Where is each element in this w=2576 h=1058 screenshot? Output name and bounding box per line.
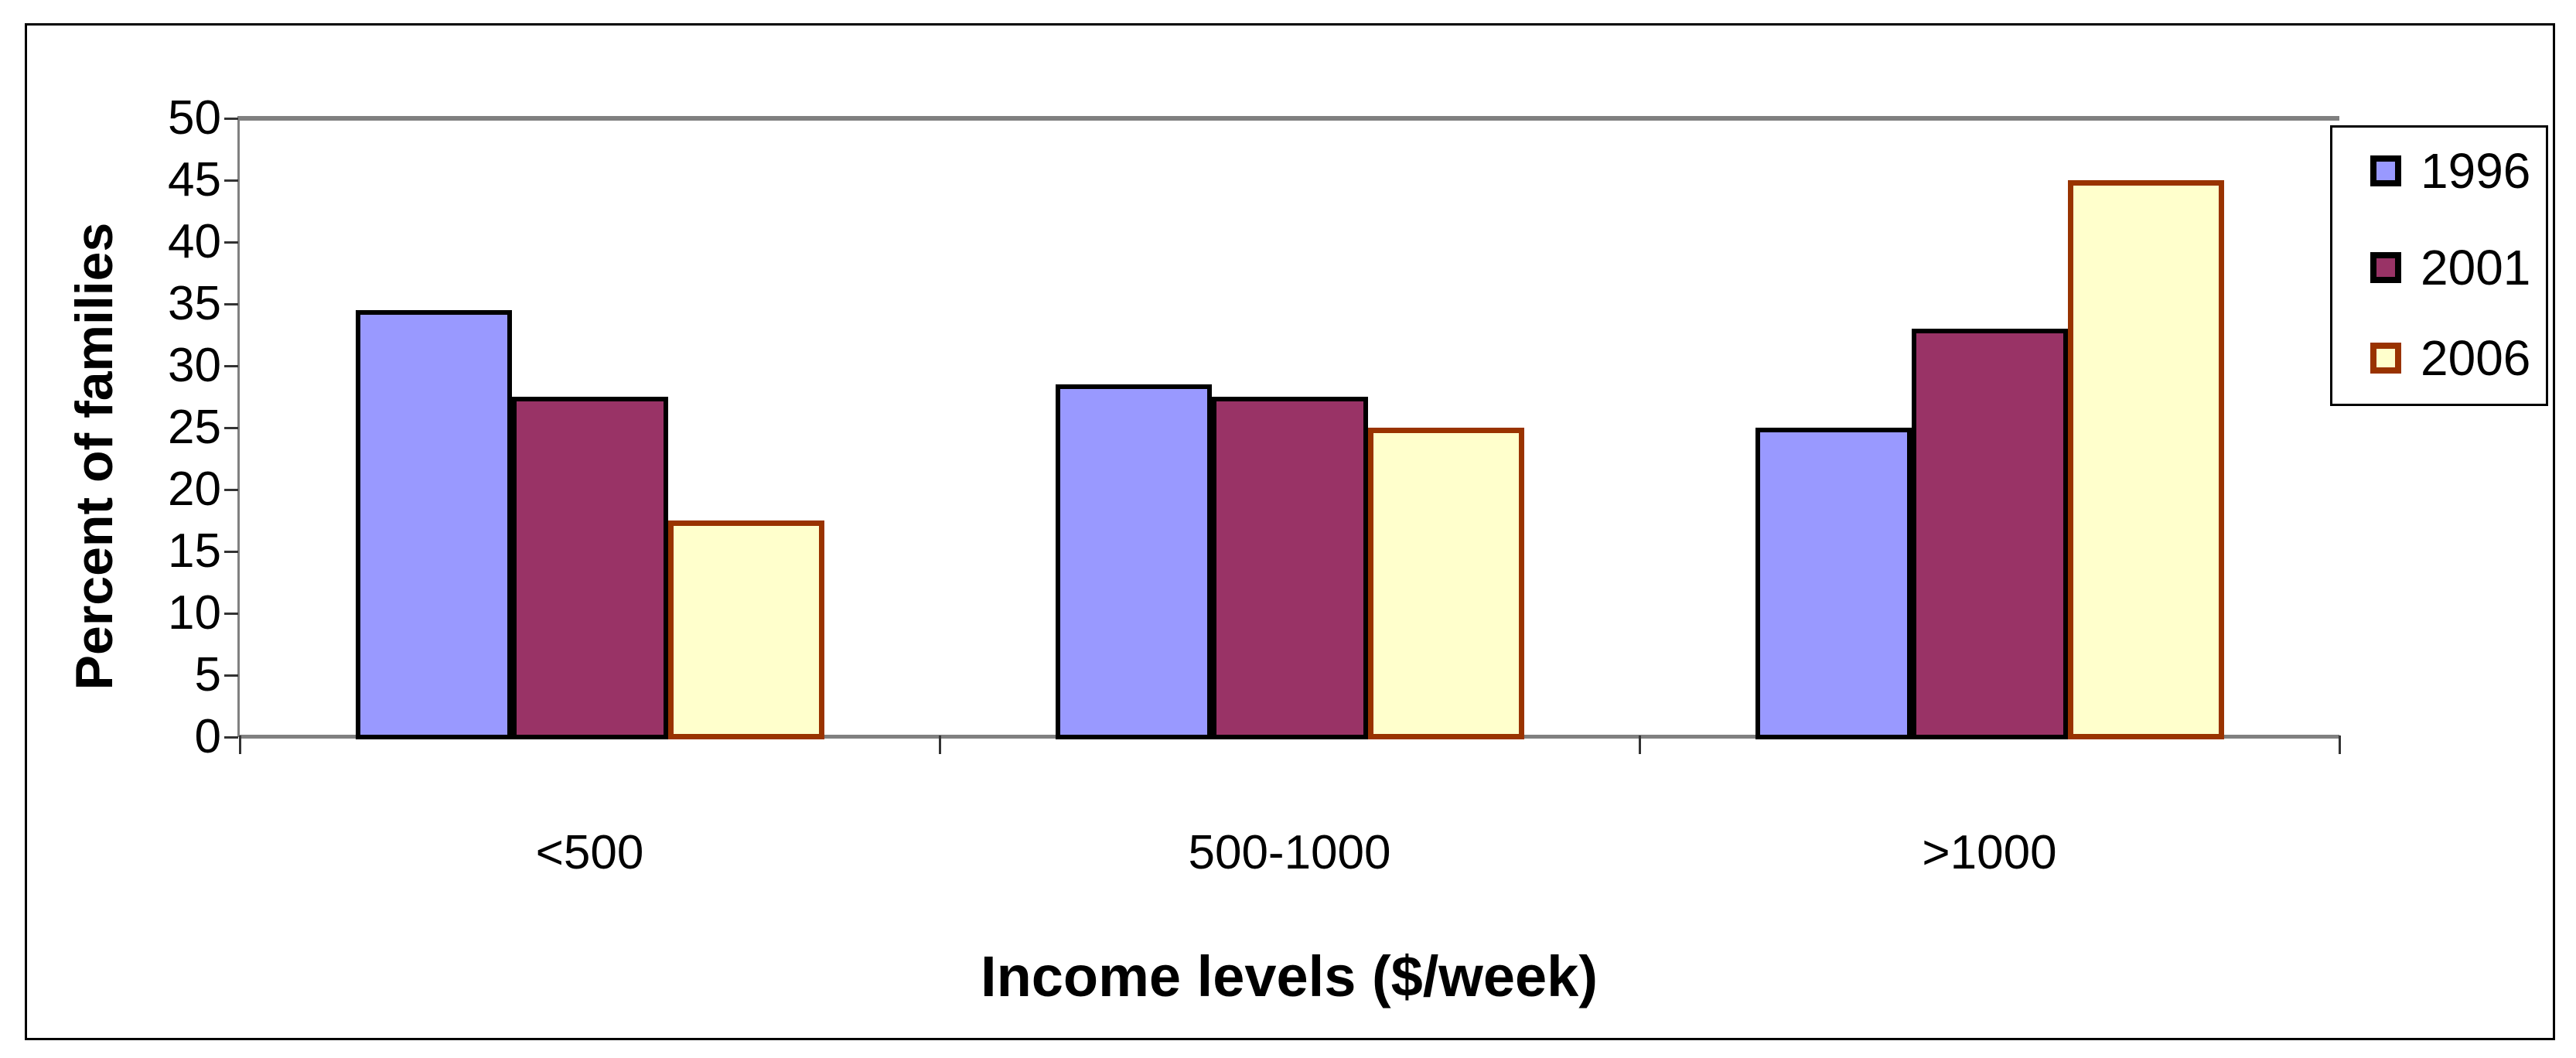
- x-axis-title: Income levels ($/week): [981, 944, 1598, 1009]
- y-tick-15: [224, 551, 238, 553]
- legend-swatch-2006: [2370, 343, 2401, 374]
- legend-swatch-1996: [2370, 155, 2401, 186]
- y-tick-45: [224, 179, 238, 182]
- y-tick-label-25: 25: [168, 401, 221, 454]
- bar-1996->1000: [1755, 428, 1912, 739]
- x-category-label-500-1000: 500-1000: [1188, 826, 1391, 879]
- bar-2001-<500: [511, 397, 668, 739]
- bar-2006->1000: [2067, 180, 2224, 739]
- y-tick-20: [224, 489, 238, 491]
- y-tick-label-5: 5: [194, 648, 221, 701]
- y-tick-25: [224, 427, 238, 429]
- bar-2001-500-1000: [1211, 397, 1368, 739]
- x-category-label-<500: <500: [535, 826, 644, 879]
- legend-box: 1996 2001 2006: [2330, 125, 2548, 406]
- x-category-label->1000: >1000: [1922, 826, 2057, 879]
- bar-1996-500-1000: [1055, 384, 1212, 739]
- y-tick-10: [224, 613, 238, 615]
- bar-2001->1000: [1911, 329, 2068, 739]
- bar-2006-500-1000: [1367, 428, 1524, 739]
- x-boundary-tick-3: [2339, 735, 2341, 754]
- y-axis-title: Percent of families: [65, 222, 124, 691]
- legend-label-2001: 2001: [2421, 240, 2531, 295]
- bar-1996-<500: [355, 310, 512, 739]
- legend-swatch-2001: [2370, 252, 2401, 283]
- y-tick-5: [224, 674, 238, 677]
- y-tick-label-10: 10: [168, 586, 221, 640]
- y-axis-line: [237, 116, 240, 737]
- y-tick-50: [224, 118, 238, 120]
- y-tick-label-35: 35: [168, 277, 221, 330]
- y-tick-label-0: 0: [194, 710, 221, 763]
- legend-label-1996: 1996: [2421, 143, 2531, 199]
- y-tick-label-20: 20: [168, 462, 221, 516]
- legend-entry-2006: 2006: [2332, 327, 2546, 389]
- y-tick-label-40: 40: [168, 215, 221, 268]
- y-tick-label-50: 50: [168, 91, 221, 145]
- x-boundary-tick-2: [1639, 735, 1641, 754]
- y-tick-label-30: 30: [168, 339, 221, 392]
- x-boundary-tick-1: [939, 735, 941, 754]
- bar-2006-<500: [667, 520, 824, 739]
- legend-entry-2001: 2001: [2332, 237, 2546, 299]
- y-tick-40: [224, 241, 238, 244]
- y-tick-label-15: 15: [168, 524, 221, 578]
- legend-entry-1996: 1996: [2332, 140, 2546, 202]
- legend-label-2006: 2006: [2421, 330, 2531, 386]
- x-boundary-tick-0: [239, 735, 241, 754]
- y-tick-label-45: 45: [168, 153, 221, 206]
- top-gridline: [240, 116, 2339, 121]
- y-tick-0: [224, 736, 238, 739]
- y-tick-35: [224, 303, 238, 305]
- y-tick-30: [224, 365, 238, 367]
